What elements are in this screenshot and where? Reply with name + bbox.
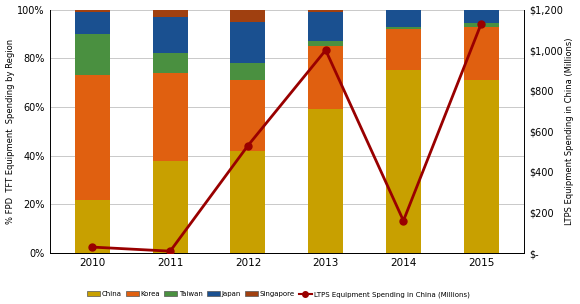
Bar (463, 80, 499, 253)
Bar (153, 54, 188, 73)
Bar (463, 27, 499, 80)
Bar (308, 9, 343, 12)
Bar (386, 9, 421, 27)
Bar (386, 71, 421, 253)
Bar (153, 161, 188, 253)
Y-axis label: % FPD  TFT Equipment  Spending by Region: % FPD TFT Equipment Spending by Region (6, 39, 14, 224)
Bar (75, 12, 110, 34)
Bar (386, 29, 421, 71)
Bar (308, 109, 343, 253)
Bar (463, 23, 499, 27)
Bar (75, 9, 110, 12)
Y-axis label: LTPS Equipment Spending in China (Millions): LTPS Equipment Spending in China (Millio… (566, 38, 574, 225)
Legend: China, Korea, Taiwan, Japan, Singapore, LTPS Equipment Spending in China (Millio: China, Korea, Taiwan, Japan, Singapore, … (85, 288, 472, 301)
Bar (230, 63, 266, 80)
Bar (386, 27, 421, 29)
Bar (463, 7, 499, 8)
Bar (230, 80, 266, 151)
Bar (75, 34, 110, 75)
Bar (230, 22, 266, 63)
Bar (153, 73, 188, 161)
Bar (153, 9, 188, 17)
Bar (75, 200, 110, 253)
Bar (463, 8, 499, 23)
Bar (230, 151, 266, 253)
Bar (308, 12, 343, 41)
Bar (308, 41, 343, 46)
Bar (230, 9, 266, 22)
Bar (308, 46, 343, 109)
Bar (153, 17, 188, 54)
Bar (75, 75, 110, 200)
